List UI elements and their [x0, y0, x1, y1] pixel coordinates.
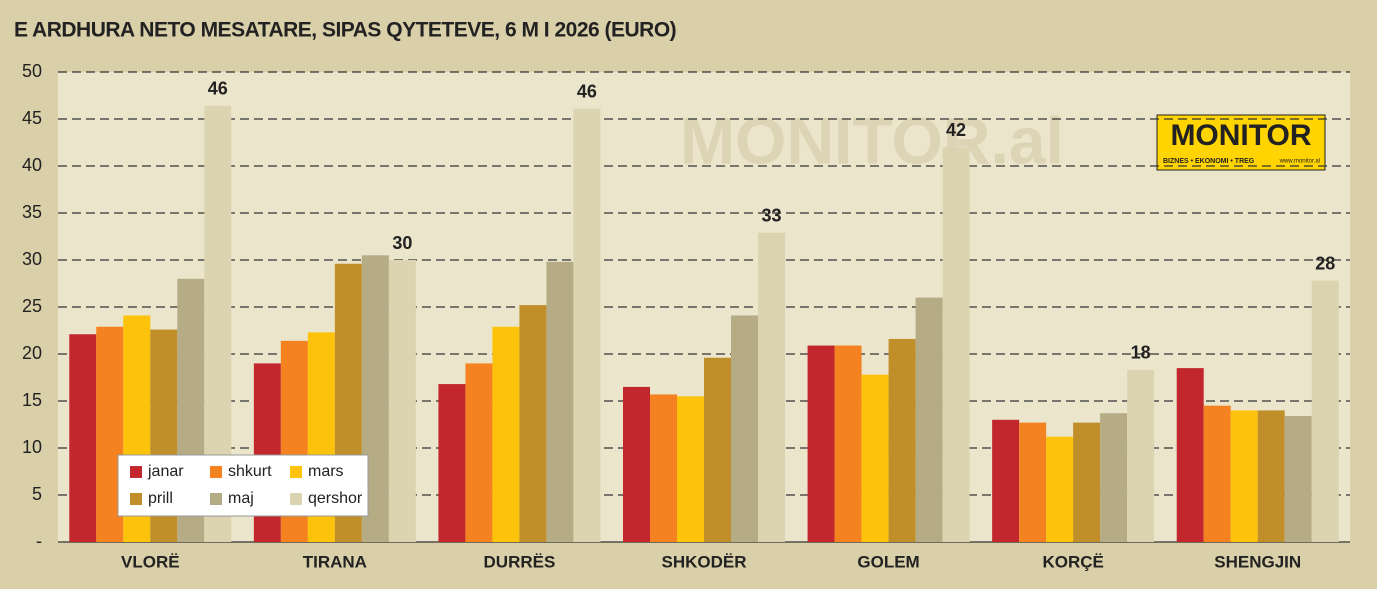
bar: [861, 374, 889, 542]
y-tick-label: 45: [22, 108, 42, 128]
bar: [573, 108, 601, 542]
bar: [1311, 280, 1339, 542]
bar: [1046, 436, 1074, 542]
bar: [623, 386, 650, 542]
bar: [1127, 369, 1155, 542]
bar: [438, 384, 466, 542]
bar: [650, 394, 677, 542]
value-label: 33: [761, 205, 781, 225]
bar: [388, 260, 416, 542]
x-tick-label: SHKODËR: [661, 552, 746, 571]
legend-label: maj: [228, 490, 254, 507]
logo-url: www.monitor.al: [1279, 159, 1320, 165]
x-tick-label: KORÇË: [1042, 552, 1103, 571]
y-tick-label: 25: [22, 296, 42, 316]
watermark: MONITOR.al: [680, 103, 1064, 177]
y-tick-label: 5: [32, 484, 42, 504]
bar: [1284, 416, 1312, 542]
bar: [1257, 410, 1285, 542]
bar: [69, 334, 97, 542]
x-tick-label: DURRËS: [484, 552, 556, 571]
y-tick-label: 50: [22, 61, 42, 81]
value-label: 46: [577, 81, 597, 101]
bar: [758, 232, 785, 543]
logo-name: MONITOR: [1170, 119, 1311, 152]
x-tick-label: GOLEM: [857, 552, 919, 571]
bar: [834, 345, 862, 542]
y-tick-label: 30: [22, 249, 42, 269]
legend-label: qershor: [308, 490, 363, 507]
bar: [704, 357, 731, 542]
legend-label: prill: [148, 490, 173, 507]
legend-box: [117, 454, 369, 517]
legend-swatch: [210, 493, 222, 505]
value-label: 28: [1315, 253, 1335, 273]
bar: [992, 419, 1020, 542]
bar: [807, 345, 835, 542]
bar: [1176, 368, 1204, 542]
legend-swatch: [130, 493, 142, 505]
logo: MONITOR BIZNES • EKONOMI • TREG www.moni…: [1156, 114, 1326, 171]
y-tick-label: 20: [22, 343, 42, 363]
y-tick-label: 40: [22, 155, 42, 175]
bar: [519, 305, 547, 542]
y-tick-label: 35: [22, 202, 42, 222]
bar: [1073, 422, 1101, 542]
legend-swatch: [210, 466, 222, 478]
bar: [888, 338, 916, 542]
legend-swatch: [130, 466, 142, 478]
value-label: 46: [208, 79, 228, 99]
chart-title: E ARDHURA NETO MESATARE, SIPAS QYTETEVE,…: [14, 19, 676, 42]
bar: [942, 147, 970, 542]
bar: [915, 297, 943, 542]
x-tick-label: TIRANA: [303, 552, 367, 571]
legend-label: mars: [308, 463, 344, 480]
legend-swatch: [290, 466, 302, 478]
bar: [1203, 405, 1231, 542]
bar: [677, 396, 704, 542]
bar: [1230, 410, 1258, 542]
value-label: 18: [1131, 343, 1151, 363]
bar: [546, 261, 574, 542]
x-tick-label: SHENGJIN: [1214, 552, 1301, 571]
value-label: 42: [946, 120, 966, 140]
logo-tagline: BIZNES • EKONOMI • TREG: [1163, 158, 1255, 165]
y-tick-label: -: [36, 531, 42, 551]
value-label: 30: [392, 233, 412, 253]
logo-box: [1156, 114, 1326, 171]
x-tick-label: VLORË: [121, 552, 180, 571]
bar: [492, 326, 520, 542]
y-tick-label: 10: [22, 437, 42, 457]
y-tick-label: 15: [22, 390, 42, 410]
bar: [1100, 413, 1128, 542]
bar: [1019, 422, 1047, 542]
legend-label: janar: [147, 463, 184, 480]
legend-label: shkurt: [228, 463, 272, 480]
bar: [465, 363, 493, 542]
legend-swatch: [290, 493, 302, 505]
bar: [731, 315, 758, 542]
